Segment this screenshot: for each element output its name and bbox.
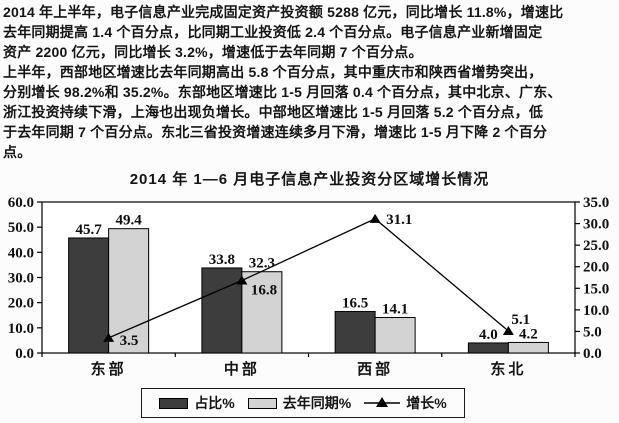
bar-value-label: 14.1 [382, 302, 408, 318]
left-axis-tick-label: 60.0 [8, 195, 34, 211]
right-axis-tick-label: 0.0 [583, 346, 602, 362]
triangle-marker [369, 213, 381, 223]
growth-line [108, 218, 509, 339]
left-axis-tick-label: 30.0 [8, 271, 34, 287]
triangle-marker [502, 325, 514, 335]
left-axis-tick-label: 0.0 [15, 346, 34, 362]
report-text-line: 于去年同期 7 个百分点。东北三省投资增速连续多月下滑，增速比 1-5 月下降 … [3, 124, 548, 140]
chart-canvas: 0.0 10.0 20.0 30.0 40.0 50.0 60.0 0.0 5.0 10.0 15.… [8, 195, 610, 378]
line-triangle-marker-icon [364, 397, 401, 407]
report-text: 2014 年上半年，电子信息产业完成固定资产投资额 5288 亿元，同比增长 1… [3, 2, 617, 162]
report-text-line: 去年同期提高 1.4 个百分点，比同期工业投资低 2.4 个百分点。电子信息产业… [3, 24, 543, 40]
report-text-line: 点。 [3, 144, 32, 160]
right-axis-tick-label: 5.0 [583, 324, 602, 340]
line-value-label: 3.5 [120, 333, 139, 349]
triangle-marker [103, 332, 115, 342]
right-axis-tick-label: 35.0 [583, 195, 609, 211]
left-axis-tick-label: 20.0 [8, 296, 34, 312]
bar-去年同期%-东北 [507, 341, 549, 354]
right-axis-tick-label: 10.0 [583, 303, 609, 319]
bar-去年同期%-东部 [108, 228, 150, 354]
legend-item-lastyear: 去年同期% [247, 393, 352, 413]
left-axis-tick-label: 50.0 [8, 220, 34, 236]
bar-value-label: 4.0 [479, 327, 498, 343]
right-axis-tick-label: 25.0 [583, 238, 609, 254]
legend-label-growth: 增长% [406, 395, 447, 411]
x-axis-category-label: 东北 [490, 360, 526, 378]
bar-value-label: 32.3 [249, 256, 275, 272]
bar-占比%-东部 [68, 237, 110, 354]
right-axis-tick-label: 20.0 [583, 260, 609, 276]
triangle-marker [236, 275, 248, 285]
dark-bar-swatch-icon [159, 397, 189, 409]
line-value-label: 31.1 [386, 212, 412, 228]
report-text-line: 上半年，西部地区增速比去年同期高出 5.8 个百分点，其中重庆市和陕西省增势突出… [3, 64, 543, 80]
left-axis-tick-label: 10.0 [8, 321, 34, 337]
legend-label-lastyear: 去年同期% [282, 395, 352, 411]
bar-value-label: 4.2 [519, 326, 538, 342]
line-value-label: 16.8 [251, 283, 277, 299]
bar-去年同期%-中部 [241, 271, 283, 354]
bar-占比%-中部 [201, 267, 243, 354]
bar-占比%-西部 [334, 310, 376, 354]
x-axis-category-label: 西部 [357, 360, 393, 378]
left-axis-tick-label: 40.0 [8, 245, 34, 261]
legend-label-share: 占比% [194, 395, 235, 411]
legend-item-growth: 增长% [364, 393, 447, 413]
report-text-line: 资产 2200 亿元，同比增长 3.2%，增速低于去年同期 7 个百分点。 [3, 44, 423, 60]
chart-title: 2014 年 1—6 月电子信息产业投资分区域增长情况 [129, 171, 490, 188]
bar-value-label: 33.8 [209, 252, 235, 268]
line-value-label: 5.1 [511, 312, 530, 328]
bar-value-label: 49.4 [116, 213, 143, 229]
x-axis-category-label: 中部 [224, 360, 260, 378]
chart-legend: 占比% 去年同期% 增长% [141, 388, 465, 418]
right-axis-tick-label: 30.0 [583, 217, 609, 233]
bar-value-label: 45.7 [76, 222, 103, 238]
report-text-line: 分别增长 98.2%和 35.2%。东部地区增速比 1-5 月回落 0.4 个百… [3, 84, 562, 100]
bar-占比%-东北 [467, 342, 509, 354]
light-bar-swatch-icon [247, 397, 277, 409]
x-axis-category-label: 东部 [91, 360, 127, 378]
bar-去年同期%-西部 [374, 317, 416, 354]
report-text-line: 浙江投资持续下滑，上海也出现负增长。中部地区增速比 1-5 月回落 5.2 个百… [3, 104, 544, 120]
bar-value-label: 16.5 [342, 295, 368, 311]
legend-item-share: 占比% [159, 393, 235, 413]
report-text-line: 2014 年上半年，电子信息产业完成固定资产投资额 5288 亿元，同比增长 1… [3, 4, 564, 20]
right-axis-tick-label: 15.0 [583, 281, 609, 297]
